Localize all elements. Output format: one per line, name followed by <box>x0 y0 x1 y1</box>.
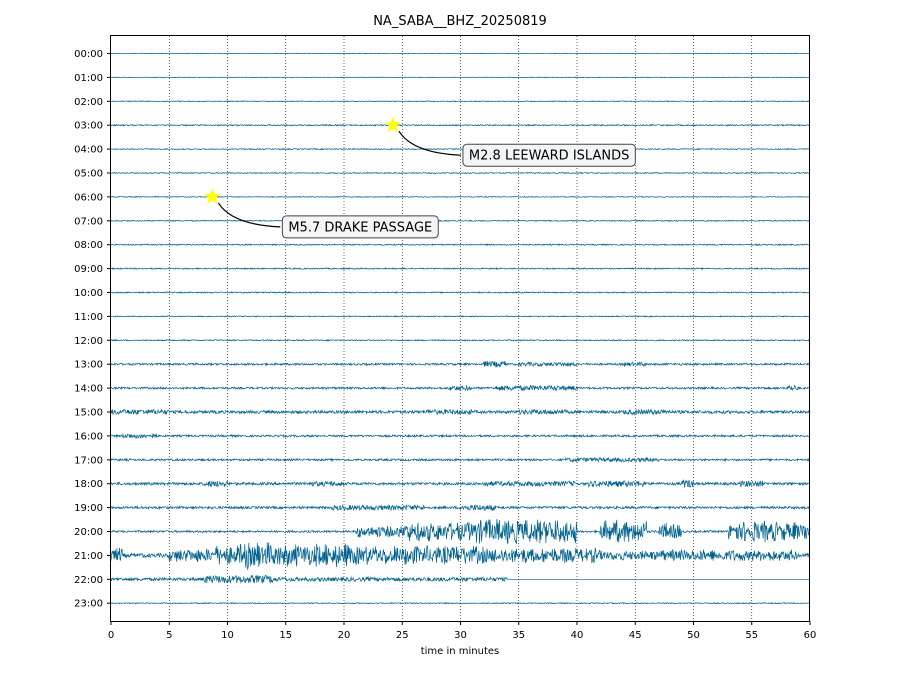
trace-hour-10 <box>110 291 811 294</box>
x-tick-label: 50 <box>687 630 700 641</box>
annotation-box <box>462 143 636 167</box>
x-tick-label: 45 <box>629 630 642 641</box>
trace-hour-13 <box>110 360 811 368</box>
event-annotation: M5.7 DRAKE PASSAGE <box>204 188 439 239</box>
x-axis-label: time in minutes <box>421 646 500 657</box>
event-annotation: M2.8 LEEWARD ISLANDS <box>384 116 636 167</box>
x-tick-label: 55 <box>745 630 758 641</box>
trace-hour-19 <box>110 504 811 512</box>
y-tick-label: 15:00 <box>74 408 103 419</box>
x-grid <box>168 36 753 621</box>
y-tick-label: 22:00 <box>74 575 103 586</box>
trace-hour-23 <box>110 601 811 605</box>
y-tick-label: 18:00 <box>74 479 103 490</box>
event-annotations: M5.7 DRAKE PASSAGE M2.8 LEEWARD ISLANDS <box>204 116 636 239</box>
y-axis-ticks: 00:00 01:00 02:00 03:00 04:00 05:00 06:00 07:00… <box>74 49 111 610</box>
y-tick-label: 21:00 <box>74 551 103 562</box>
trace-hour-2 <box>110 100 811 103</box>
y-tick-label: 08:00 <box>74 240 103 251</box>
y-tick-label: 07:00 <box>74 216 103 227</box>
plot-area-frame <box>110 35 810 622</box>
trace-hour-22 <box>110 574 810 585</box>
y-tick-label: 12:00 <box>74 336 103 347</box>
x-tick-label: 15 <box>279 630 292 641</box>
trace-hour-18 <box>110 479 811 488</box>
y-tick-label: 09:00 <box>74 264 103 275</box>
x-tick-label: 60 <box>804 630 817 641</box>
chart-title: NA_SABA__BHZ_20250819 <box>373 14 547 29</box>
y-tick-label: 01:00 <box>74 73 103 84</box>
trace-hour-4 <box>110 147 811 151</box>
x-tick-label: 10 <box>221 630 234 641</box>
trace-hour-5 <box>110 171 811 175</box>
y-tick-label: 03:00 <box>74 121 103 132</box>
event-star-icon <box>204 188 221 204</box>
x-tick-label: 25 <box>396 630 409 641</box>
annotation-label: M5.7 DRAKE PASSAGE <box>288 220 432 235</box>
trace-hour-21 <box>110 542 811 571</box>
trace-hour-8 <box>110 243 811 247</box>
y-tick-label: 02:00 <box>74 97 103 108</box>
trace-hour-9 <box>110 267 811 271</box>
annotation-arrow <box>217 202 281 228</box>
trace-hour-17 <box>110 456 811 464</box>
y-tick-label: 14:00 <box>74 384 103 395</box>
trace-hour-11 <box>110 315 811 318</box>
y-tick-label: 11:00 <box>74 312 103 323</box>
x-tick-label: 20 <box>338 630 351 641</box>
trace-hour-7 <box>110 219 811 223</box>
annotation-label: M2.8 LEEWARD ISLANDS <box>469 149 629 164</box>
trace-hour-6 <box>110 195 811 198</box>
y-tick-label: 16:00 <box>74 431 103 442</box>
y-tick-label: 06:00 <box>74 192 103 203</box>
trace-hour-12 <box>110 338 811 342</box>
x-tick-label: 35 <box>512 630 525 641</box>
event-star-icon <box>384 116 402 133</box>
y-tick-label: 05:00 <box>74 169 103 180</box>
y-tick-label: 19:00 <box>74 503 103 514</box>
x-tick-label: 5 <box>166 630 172 641</box>
y-tick-label: 17:00 <box>74 455 103 466</box>
trace-hour-0 <box>110 52 811 55</box>
trace-hour-16 <box>110 433 811 439</box>
x-tick-label: 30 <box>454 630 467 641</box>
annotation-box <box>281 215 439 239</box>
y-tick-label: 13:00 <box>74 360 103 371</box>
trace-hour-3 <box>110 123 811 127</box>
x-axis-ticks: 0 5 10 15 20 25 30 35 40 45 50 55 60 <box>108 621 817 641</box>
x-tick-label: 40 <box>571 630 584 641</box>
seismic-traces <box>110 52 811 605</box>
trace-hour-20 <box>110 518 811 544</box>
y-tick-label: 00:00 <box>74 49 103 60</box>
y-tick-label: 20:00 <box>74 527 103 538</box>
x-tick-label: 0 <box>108 630 114 641</box>
trace-hour-15 <box>110 408 811 416</box>
trace-hour-1 <box>110 76 811 79</box>
y-tick-label: 23:00 <box>74 599 103 610</box>
annotation-arrow <box>398 130 461 156</box>
y-tick-label: 04:00 <box>74 145 103 156</box>
y-tick-label: 10:00 <box>74 288 103 299</box>
trace-hour-14 <box>110 384 811 392</box>
